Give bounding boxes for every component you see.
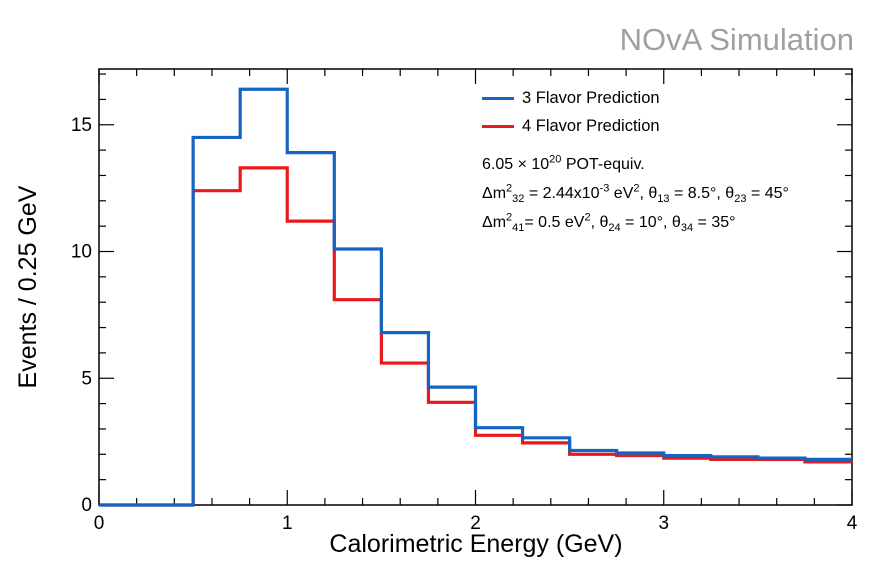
x-tick-label: 2 xyxy=(470,513,481,534)
legend-swatch-3flavor xyxy=(482,96,514,100)
x-tick-label: 4 xyxy=(847,513,858,534)
watermark: NOvA Simulation xyxy=(619,22,854,57)
legend-label: 3 Flavor Prediction xyxy=(522,88,660,107)
y-tick-label: 0 xyxy=(81,495,92,516)
legend-entry: 3 Flavor Prediction xyxy=(482,84,660,112)
x-tick-label: 3 xyxy=(658,513,669,534)
y-tick-label: 5 xyxy=(81,368,92,389)
sterile-params: Δm241= 0.5 eV2, θ24 = 10°, θ34 = 35° xyxy=(482,211,736,235)
y-tick-label: 10 xyxy=(71,242,92,263)
legend: 3 Flavor Prediction 4 Flavor Prediction xyxy=(482,84,660,140)
legend-swatch-4flavor xyxy=(482,124,514,128)
x-tick-label: 1 xyxy=(282,513,293,534)
y-tick-label: 15 xyxy=(71,115,92,136)
x-axis-label: Calorimetric Energy (GeV) xyxy=(329,530,622,558)
y-axis-label: Events / 0.25 GeV xyxy=(14,185,42,388)
pot-annotation: 6.05 × 1020 POT-equiv. xyxy=(482,153,645,173)
parameter-annotations: 6.05 × 1020 POT-equiv. Δm232 = 2.44x10-3… xyxy=(482,150,789,237)
x-tick-label: 0 xyxy=(94,513,105,534)
series-3-flavor-line xyxy=(99,87,852,507)
legend-label: 4 Flavor Prediction xyxy=(522,116,660,135)
legend-entry: 4 Flavor Prediction xyxy=(482,112,660,140)
plot-frame xyxy=(98,68,853,506)
three-flavor-params: Δm232 = 2.44x10-3 eV2, θ13 = 8.5°, θ23 =… xyxy=(482,182,789,206)
